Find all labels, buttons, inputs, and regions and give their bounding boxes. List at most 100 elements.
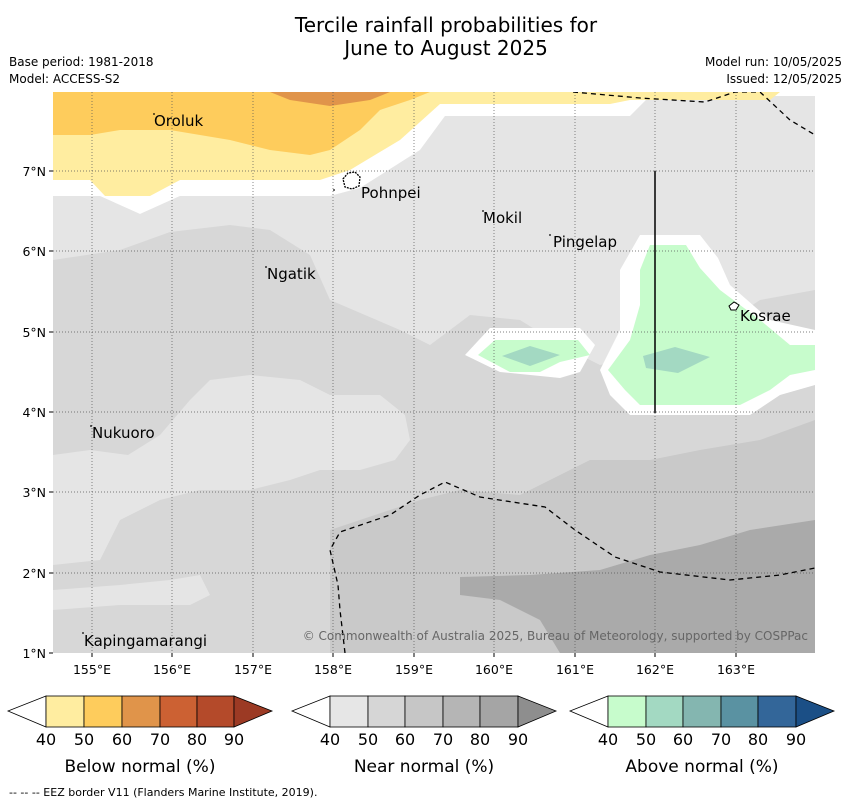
field-below-60	[270, 92, 390, 106]
legend-above-right-cap	[795, 695, 836, 728]
place-pingelap: Pingelap	[553, 233, 617, 251]
lat-label: 5°N	[22, 325, 46, 340]
field-above-50-mid	[502, 346, 560, 366]
legend-above-tick: 60	[673, 730, 693, 749]
lat-label: 3°N	[22, 485, 46, 500]
oroluk-dot	[153, 113, 155, 115]
lon-label: 158°E	[314, 662, 352, 677]
legend-near-tick: 80	[470, 730, 490, 749]
legend-below-swatch	[45, 695, 85, 728]
place-oroluk: Oroluk	[154, 112, 203, 130]
legend-above-swatch	[682, 695, 722, 728]
legend-below-tick: 40	[36, 730, 56, 749]
legend-below-tick: 90	[224, 730, 244, 749]
legend-near-tick: 90	[508, 730, 528, 749]
place-mokil: Mokil	[483, 209, 522, 227]
legend-above-tick: 40	[598, 730, 618, 749]
meta-right: Model run: 10/05/2025 Issued: 12/05/2025	[705, 54, 842, 88]
pingelap-dot	[549, 234, 551, 236]
map-fields: Oroluk Pohnpei Mokil Pingelap Ngatik Kos…	[53, 92, 815, 653]
ngatik-dot	[265, 266, 267, 268]
legend-above-swatch	[645, 695, 684, 728]
title-line-2: June to August 2025	[344, 36, 548, 60]
legend-near: 40 50 60 70 80 90 Near normal (%)	[290, 695, 558, 777]
legend-below-tick: 70	[150, 730, 170, 749]
legend-below-swatch	[159, 695, 198, 728]
place-nukuoro: Nukuoro	[92, 424, 155, 442]
legend-near-tick: 50	[358, 730, 378, 749]
legend-near-swatch	[479, 695, 519, 728]
legend-above-swatch	[757, 695, 797, 728]
lon-label: 162°E	[636, 662, 674, 677]
place-pohnpei: Pohnpei	[361, 184, 421, 202]
legend-above-tick: 50	[636, 730, 656, 749]
eez-border	[329, 92, 815, 653]
field-above-50-right	[643, 347, 710, 373]
lon-label: 159°E	[395, 662, 433, 677]
lat-label: 7°N	[22, 164, 46, 179]
issued-date: Issued: 12/05/2025	[726, 72, 842, 86]
field-near-40-bottom	[53, 575, 210, 610]
legend-above-tick: 90	[786, 730, 806, 749]
legend-near-tick: 60	[395, 730, 415, 749]
legend-below-swatch	[196, 695, 235, 728]
legend-near-swatch	[404, 695, 444, 728]
map-title: Tercile rainfall probabilities for June …	[0, 14, 850, 60]
legend-above-left-cap	[568, 695, 609, 728]
title-line-1: Tercile rainfall probabilities for	[294, 13, 598, 37]
eez-footnote: -- -- -- EEZ border V11 (Flanders Marine…	[9, 786, 318, 799]
lat-label: 6°N	[22, 244, 46, 259]
pohnpei-dot	[333, 189, 335, 191]
map: Oroluk Pohnpei Mokil Pingelap Ngatik Kos…	[22, 92, 815, 677]
lat-label: 4°N	[22, 405, 46, 420]
legend-near-left-cap	[290, 695, 331, 728]
place-kapingamarangi: Kapingamarangi	[84, 632, 207, 650]
legend-below-title: Below normal (%)	[65, 757, 216, 777]
lon-label: 155°E	[73, 662, 111, 677]
legend-near-title: Near normal (%)	[354, 757, 494, 777]
legend-near-right-cap	[517, 695, 558, 728]
lon-label: 161°E	[556, 662, 594, 677]
legend-near-swatch	[329, 695, 369, 728]
legend-below-swatch	[121, 695, 161, 728]
mokil-dot	[482, 210, 484, 212]
lon-label: 163°E	[717, 662, 755, 677]
legend-above-tick: 70	[711, 730, 731, 749]
lon-axis: 155°E 156°E 157°E 158°E 159°E 160°E 161°…	[73, 653, 755, 677]
lat-label: 1°N	[22, 646, 46, 661]
nukuoro-dot	[90, 425, 92, 427]
model-name: Model: ACCESS-S2	[9, 72, 121, 86]
field-near-70	[460, 520, 815, 653]
kosrae-island	[728, 301, 740, 311]
pohnpei-island	[342, 171, 361, 190]
legend-below-tick: 50	[74, 730, 94, 749]
legend-above-title: Above normal (%)	[625, 757, 778, 777]
copyright: © Commonwealth of Australia 2025, Bureau…	[303, 629, 808, 643]
model-run: Model run: 10/05/2025	[704, 55, 842, 69]
legend-near-swatch	[367, 695, 406, 728]
legend-below-tick: 80	[187, 730, 207, 749]
lon-label: 157°E	[234, 662, 272, 677]
legend-below-right-cap	[233, 695, 274, 728]
meta-left: Base period: 1981-2018 Model: ACCESS-S2	[9, 54, 154, 88]
legend-above-swatch	[720, 695, 759, 728]
legend-below-tick: 60	[112, 730, 132, 749]
lat-axis: 7°N 6°N 5°N 4°N 3°N 2°N 1°N	[22, 164, 53, 661]
field-near-40-mid	[53, 375, 410, 565]
field-below-50	[53, 92, 430, 155]
legend-above-tick: 80	[748, 730, 768, 749]
legend-below: 40 50 60 70 80 90 Below normal (%)	[6, 695, 274, 777]
legend-above: 40 50 60 70 80 90 Above normal (%)	[568, 695, 836, 777]
legend-near-tick: 70	[433, 730, 453, 749]
legend-below-left-cap	[6, 695, 47, 728]
place-ngatik: Ngatik	[267, 265, 316, 283]
kapinga-dot	[82, 632, 84, 634]
base-period: Base period: 1981-2018	[9, 55, 154, 69]
place-kosrae: Kosrae	[740, 307, 791, 325]
legend-above-swatch	[607, 695, 647, 728]
lat-label: 2°N	[22, 566, 46, 581]
legend-near-swatch	[442, 695, 481, 728]
legend-near-tick: 40	[320, 730, 340, 749]
legend-below-swatch	[83, 695, 123, 728]
